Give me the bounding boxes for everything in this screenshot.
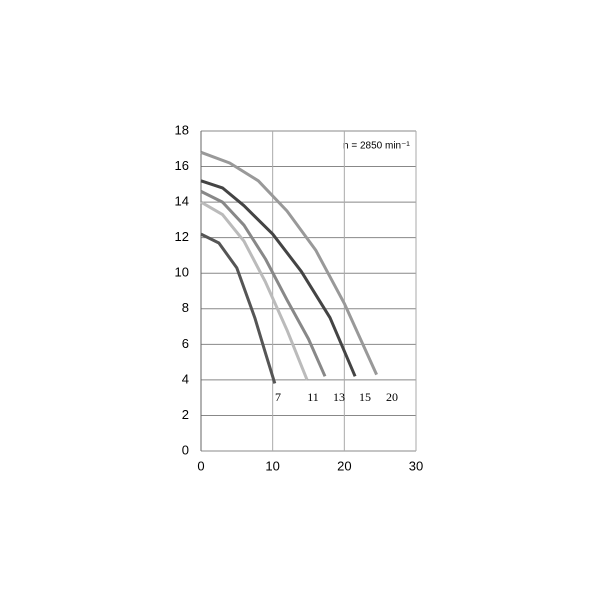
series-label: 20: [386, 390, 398, 404]
curve: [200, 179, 357, 377]
x-tick-label: 0: [197, 458, 204, 473]
series-label: 7: [275, 390, 281, 404]
series-label: 13: [333, 390, 345, 404]
y-tick-label: 8: [182, 300, 189, 315]
series-label: 11: [307, 390, 319, 404]
y-tick-label: 10: [175, 265, 189, 280]
curve: [200, 200, 309, 381]
x-tick-label: 20: [337, 458, 351, 473]
y-tick-label: 14: [175, 194, 189, 209]
y-tick-label: 16: [175, 158, 189, 173]
curve: [200, 190, 327, 377]
y-tick-label: 12: [175, 229, 189, 244]
x-tick-label: 30: [409, 458, 423, 473]
x-tick-label: 10: [265, 458, 279, 473]
curve: [200, 150, 378, 376]
y-tick-label: 18: [175, 122, 189, 137]
y-tick-label: 0: [182, 442, 189, 457]
y-tick-label: 4: [182, 371, 189, 386]
y-tick-label: 2: [182, 407, 189, 422]
series-label: 15: [359, 390, 371, 404]
curve: [200, 232, 277, 384]
y-tick-label: 6: [182, 336, 189, 351]
annotation: n = 2850 min⁻¹: [343, 141, 410, 152]
